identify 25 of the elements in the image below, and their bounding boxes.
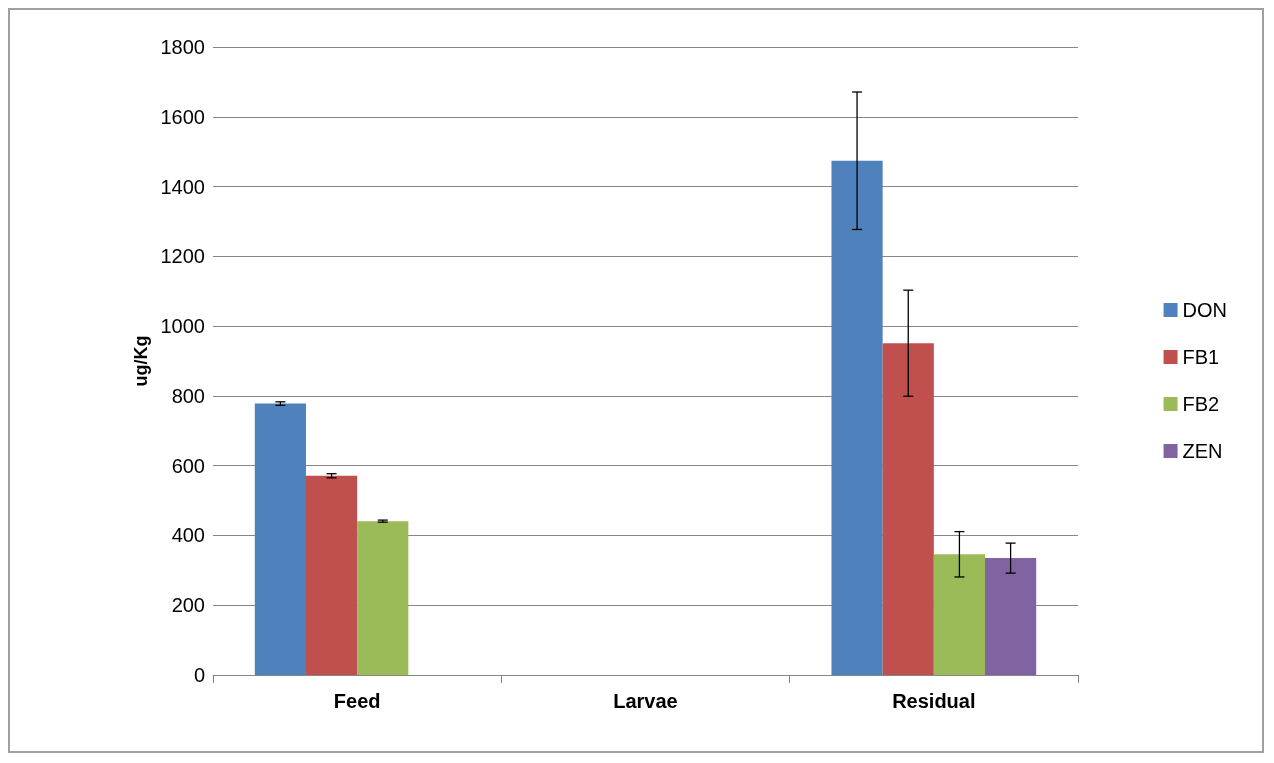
y-tick-label: 1000 — [160, 315, 205, 338]
y-tick-label: 1400 — [160, 175, 205, 198]
bar — [933, 554, 986, 675]
x-tick-label: Residual — [892, 690, 976, 712]
bar — [831, 160, 883, 675]
y-tick-label: 1800 — [160, 36, 205, 58]
bar — [882, 343, 934, 675]
y-tick-label: 200 — [171, 594, 205, 617]
legend-label: FB1 — [1182, 346, 1220, 368]
legend-label: ZEN — [1182, 440, 1223, 462]
bar — [305, 475, 358, 675]
bar — [985, 558, 1037, 675]
y-tick-label: 1600 — [160, 105, 205, 128]
legend-label: DON — [1182, 299, 1228, 321]
bar — [357, 521, 409, 675]
x-tick-label: Larvae — [613, 690, 678, 712]
y-tick-label: 1200 — [160, 245, 205, 268]
y-axis-title: ug/Kg — [130, 335, 151, 387]
legend-label: FB2 — [1182, 393, 1220, 415]
bar — [254, 403, 306, 675]
y-tick-label: 0 — [193, 664, 205, 686]
y-tick-label: 800 — [171, 384, 205, 407]
x-tick-label: Feed — [333, 690, 381, 712]
y-tick-label: 400 — [171, 524, 205, 547]
y-tick-label: 600 — [171, 454, 205, 477]
